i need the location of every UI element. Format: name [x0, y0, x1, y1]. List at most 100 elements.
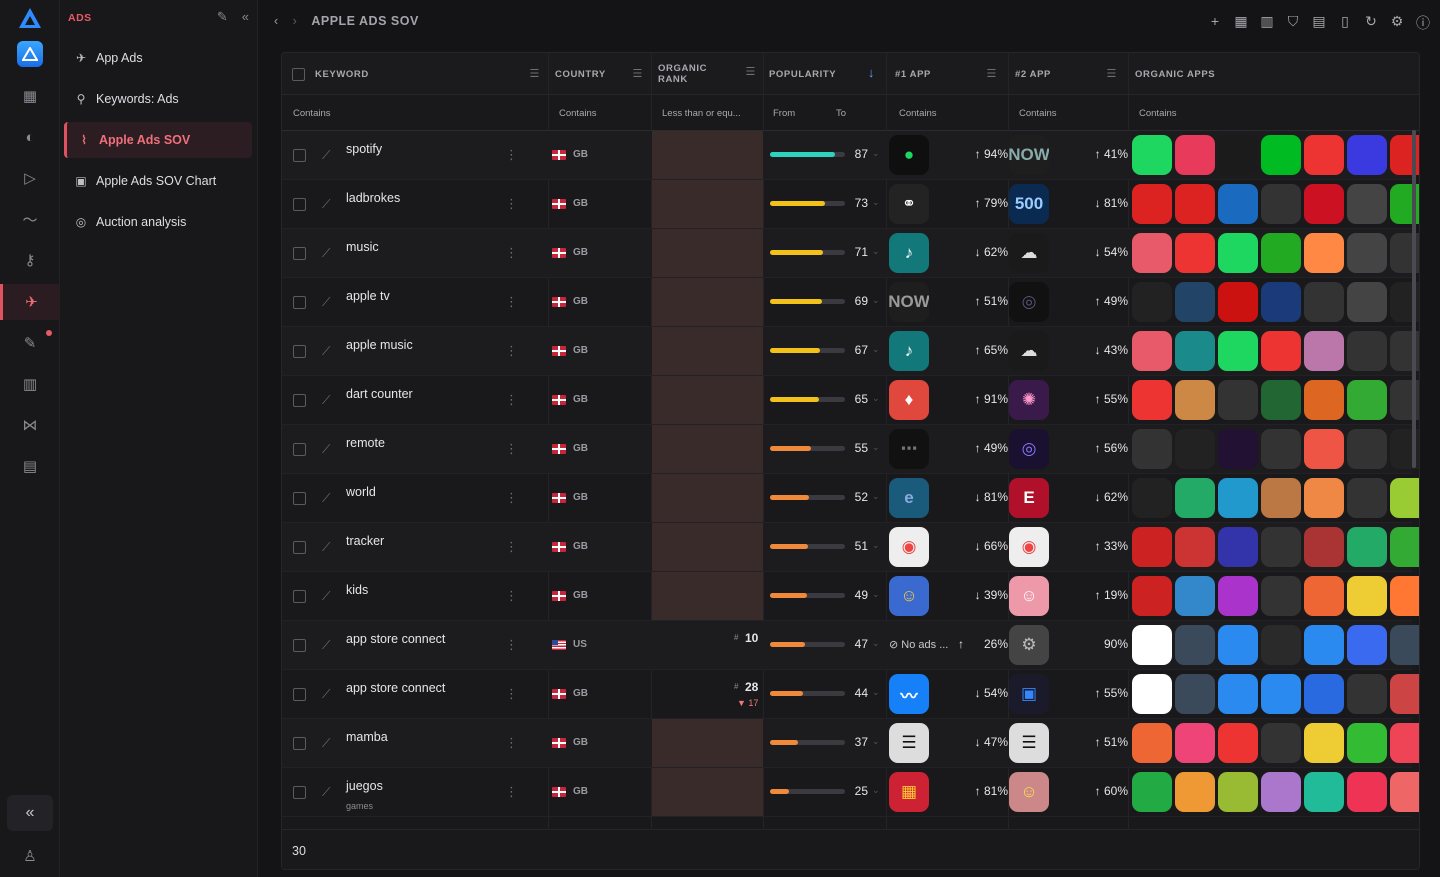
table-row[interactable]: ⟋ tracker ⋮ GB 51 ⌄ ◉ ↓ 66% ◉ ↑ 33%: [282, 523, 1419, 572]
column-organic-apps[interactable]: ORGANIC APPS: [1135, 68, 1216, 80]
column-organic-rank[interactable]: ORGANIC RANK ☰: [658, 63, 756, 85]
row-menu-icon[interactable]: ⋮: [505, 147, 518, 162]
nav-item-app-ads[interactable]: ✈ App Ads: [75, 51, 143, 65]
organic-app-icon[interactable]: [1261, 233, 1301, 273]
trend-chart-icon[interactable]: ⟋: [322, 246, 331, 260]
table-row[interactable]: ⟋ apple tv ⋮ GB 69 ⌄ NOW ↑ 51% ◎ ↑ 49%: [282, 278, 1419, 327]
organic-app-icon[interactable]: [1390, 576, 1419, 616]
brand-logo-icon[interactable]: [18, 7, 42, 29]
trend-chart-icon[interactable]: ⟋: [322, 295, 331, 309]
column-keyword[interactable]: KEYWORD ☰: [292, 53, 548, 95]
organic-app-icon[interactable]: [1132, 772, 1172, 812]
organic-app-icon[interactable]: [1175, 380, 1215, 420]
organic-app-icon[interactable]: [1175, 527, 1215, 567]
app2-icon[interactable]: ▣: [1009, 674, 1049, 714]
column-menu-icon[interactable]: ☰: [1106, 68, 1117, 80]
keyword-text[interactable]: apple tv: [346, 289, 390, 303]
filter-popularity-to[interactable]: To: [836, 107, 847, 119]
organic-app-icon[interactable]: [1175, 772, 1215, 812]
organic-app-icon[interactable]: [1347, 625, 1387, 665]
organic-app-icon[interactable]: [1347, 723, 1387, 763]
table-row[interactable]: ⟋ remote ⋮ GB 55 ⌄ ⋯ ↑ 49% ◎ ↑ 56%: [282, 425, 1419, 474]
organic-app-icon[interactable]: [1218, 772, 1258, 812]
keyword-text[interactable]: world: [346, 485, 376, 499]
filter-icon[interactable]: ⛉: [1287, 13, 1299, 29]
trend-chart-icon[interactable]: ⟋: [322, 736, 331, 750]
collapse-sidebar-button[interactable]: «: [7, 795, 53, 831]
row-checkbox[interactable]: [293, 590, 306, 603]
row-checkbox[interactable]: [293, 345, 306, 358]
organic-app-icon[interactable]: [1347, 772, 1387, 812]
organic-app-icon[interactable]: [1175, 331, 1215, 371]
organic-app-icon[interactable]: [1175, 429, 1215, 469]
app2-icon[interactable]: ☁: [1009, 331, 1049, 371]
keyword-text[interactable]: mamba: [346, 730, 388, 744]
app1-icon[interactable]: ⋯: [889, 429, 929, 469]
trend-chart-icon[interactable]: ⟋: [322, 344, 331, 358]
row-checkbox[interactable]: [293, 443, 306, 456]
keyword-text[interactable]: app store connect: [346, 681, 446, 695]
row-menu-icon[interactable]: ⋮: [505, 441, 518, 456]
organic-app-icon[interactable]: [1218, 184, 1258, 224]
organic-app-icon[interactable]: [1347, 380, 1387, 420]
report-icon[interactable]: ▥: [22, 376, 38, 393]
app1-icon[interactable]: ♪: [889, 331, 929, 371]
organic-app-icon[interactable]: [1175, 674, 1215, 714]
organic-app-icon[interactable]: [1132, 723, 1172, 763]
filter-app1[interactable]: Contains: [899, 107, 937, 119]
store-icon[interactable]: ▤: [22, 458, 38, 475]
app1-icon[interactable]: ♦: [889, 380, 929, 420]
app1-icon[interactable]: ●: [889, 135, 929, 175]
organic-app-icon[interactable]: [1132, 135, 1172, 175]
organic-app-icon[interactable]: [1304, 478, 1344, 518]
table-row[interactable]: ⟋ mamba ⋮ GB 37 ⌄ ☰ ↓ 47% ☰ ↑ 51%: [282, 719, 1419, 768]
keyword-text[interactable]: ladbrokes: [346, 191, 401, 205]
trend-chart-icon[interactable]: ⟋: [322, 393, 331, 407]
app1-icon[interactable]: ♪: [889, 233, 929, 273]
app1-icon[interactable]: ☺: [889, 576, 929, 616]
organic-app-icon[interactable]: [1261, 380, 1301, 420]
columns-icon[interactable]: ▥: [1260, 13, 1274, 29]
organic-app-icon[interactable]: [1218, 527, 1258, 567]
keyword-text[interactable]: music: [346, 240, 379, 254]
organic-app-icon[interactable]: [1390, 625, 1419, 665]
organic-app-icon[interactable]: [1304, 184, 1344, 224]
keyword-text[interactable]: remote: [346, 436, 385, 450]
row-menu-icon[interactable]: ⋮: [505, 588, 518, 603]
organic-app-icon[interactable]: [1218, 576, 1258, 616]
row-checkbox[interactable]: [293, 394, 306, 407]
row-checkbox[interactable]: [293, 247, 306, 260]
row-checkbox[interactable]: [293, 786, 306, 799]
app1-icon[interactable]: ☰: [889, 723, 929, 763]
organic-app-icon[interactable]: [1132, 184, 1172, 224]
organic-app-icon[interactable]: [1132, 380, 1172, 420]
organic-app-icon[interactable]: [1304, 625, 1344, 665]
rocket-icon[interactable]: ✎: [23, 335, 37, 352]
grid-icon[interactable]: ▦: [22, 88, 38, 105]
app2-icon[interactable]: ◎: [1009, 429, 1049, 469]
organic-app-icon[interactable]: [1132, 478, 1172, 518]
organic-app-icon[interactable]: [1261, 135, 1301, 175]
organic-app-icon[interactable]: [1347, 282, 1387, 322]
column-menu-icon[interactable]: ☰: [986, 68, 997, 80]
app1-icon[interactable]: ◉: [889, 527, 929, 567]
filter-organic-apps[interactable]: Contains: [1139, 107, 1177, 119]
filter-popularity-from[interactable]: From: [773, 107, 796, 119]
scrollbar[interactable]: [1412, 130, 1416, 468]
organic-app-icon[interactable]: [1304, 429, 1344, 469]
organic-app-icon[interactable]: [1304, 282, 1344, 322]
row-menu-icon[interactable]: ⋮: [505, 735, 518, 750]
organic-app-icon[interactable]: [1347, 429, 1387, 469]
column-menu-icon[interactable]: ☰: [632, 68, 643, 80]
app2-icon[interactable]: ☁: [1009, 233, 1049, 273]
row-menu-icon[interactable]: ⋮: [505, 637, 518, 652]
row-menu-icon[interactable]: ⋮: [505, 294, 518, 309]
row-checkbox[interactable]: [293, 737, 306, 750]
app2-icon[interactable]: ◉: [1009, 527, 1049, 567]
organic-app-icon[interactable]: [1261, 527, 1301, 567]
select-all-checkbox[interactable]: [292, 67, 305, 81]
table-row[interactable]: ⟋ dart counter ⋮ GB 65 ⌄ ♦ ↑ 91% ✺ ↑ 55%: [282, 376, 1419, 425]
organic-app-icon[interactable]: [1175, 625, 1215, 665]
organic-app-icon[interactable]: [1218, 625, 1258, 665]
app2-icon[interactable]: ☰: [1009, 723, 1049, 763]
